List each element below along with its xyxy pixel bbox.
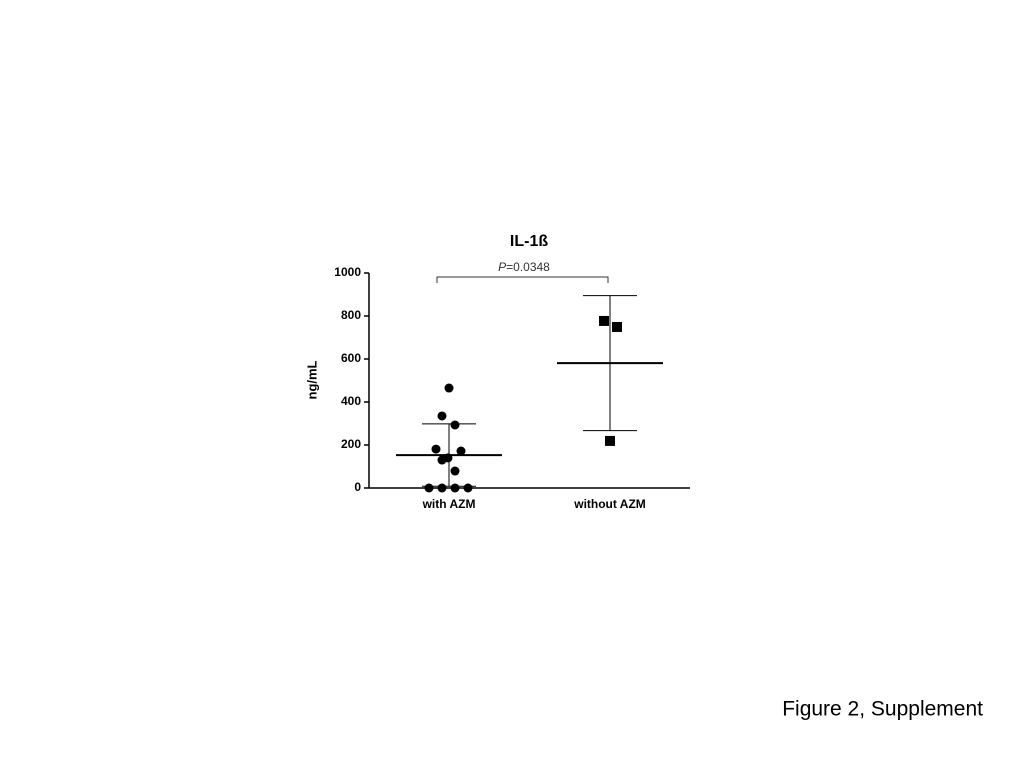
p-number: =0.0348	[506, 260, 550, 274]
y-tick-label: 600	[341, 351, 361, 365]
p-symbol: P	[498, 260, 506, 274]
x-tick-label: with AZM	[422, 497, 476, 511]
p-value: P=0.0348	[498, 260, 550, 274]
data-point	[443, 453, 453, 463]
data-point	[456, 446, 466, 456]
data-point	[450, 420, 460, 430]
chart-title: IL-1ß	[510, 233, 548, 250]
y-tick-label: 0	[354, 480, 361, 494]
data-point	[605, 435, 615, 446]
y-axis-label: ng/mL	[304, 360, 319, 399]
data-point	[450, 483, 460, 493]
data-point	[599, 315, 609, 326]
data-point	[450, 466, 460, 476]
significance-bracket	[436, 276, 609, 283]
y-tick-label: 400	[341, 394, 361, 408]
y-tick-label: 200	[341, 437, 361, 451]
data-point	[612, 321, 622, 332]
footer: Figure 2, Supplement	[782, 698, 983, 721]
x-tick-label: without AZM	[573, 497, 646, 511]
data-point	[437, 483, 447, 493]
data-point	[437, 411, 447, 421]
y-tick-label: 800	[341, 308, 361, 322]
data-point	[444, 383, 454, 393]
data-point	[463, 483, 473, 493]
data-point	[431, 444, 441, 454]
data-point	[424, 483, 434, 493]
y-tick-label: 1000	[334, 265, 361, 279]
